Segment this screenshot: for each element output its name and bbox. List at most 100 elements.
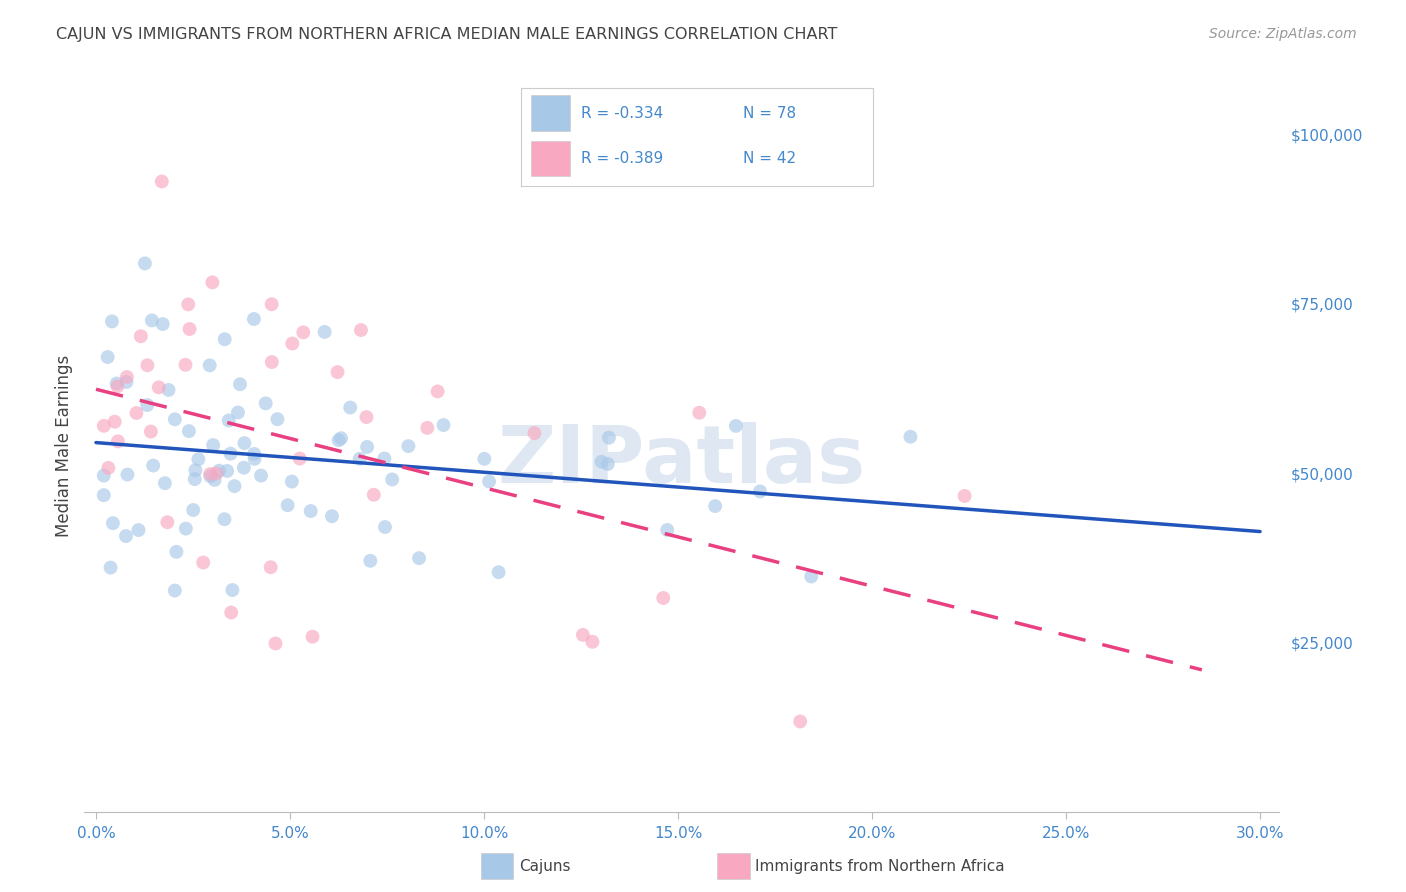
Point	[115, 375, 138, 389]
Point	[472, 451, 495, 466]
Point	[301, 630, 323, 644]
Point	[177, 297, 200, 311]
Point	[724, 418, 747, 433]
Point	[572, 628, 595, 642]
Point	[243, 451, 266, 466]
Point	[127, 523, 149, 537]
FancyBboxPatch shape	[717, 854, 749, 879]
Point	[97, 350, 120, 364]
Point	[183, 472, 205, 486]
Point	[201, 276, 224, 290]
Point	[105, 376, 128, 391]
Point	[134, 256, 156, 270]
Point	[396, 439, 419, 453]
Point	[652, 591, 675, 605]
Point	[181, 503, 204, 517]
Point	[260, 560, 283, 574]
Point	[208, 464, 231, 478]
Point	[432, 418, 454, 433]
Point	[704, 499, 727, 513]
Point	[281, 475, 304, 489]
Point	[125, 406, 148, 420]
Point	[260, 355, 283, 369]
Point	[299, 504, 322, 518]
Point	[288, 451, 311, 466]
Point	[243, 312, 266, 326]
Point	[141, 313, 163, 327]
Point	[221, 582, 243, 597]
Point	[373, 451, 395, 466]
Point	[205, 467, 228, 481]
Point	[198, 467, 221, 481]
Point	[226, 405, 249, 419]
Point	[100, 560, 122, 574]
Point	[97, 461, 120, 475]
Point	[163, 583, 186, 598]
Point	[374, 520, 396, 534]
Point	[148, 380, 170, 394]
Point	[217, 464, 239, 478]
Point	[330, 431, 353, 445]
Point	[749, 484, 772, 499]
Point	[187, 452, 209, 467]
Point	[243, 447, 266, 461]
Point	[107, 434, 129, 449]
Point	[129, 329, 152, 343]
Point	[789, 714, 811, 729]
Point	[356, 410, 378, 425]
Point	[350, 323, 373, 337]
Point	[179, 322, 201, 336]
Point	[356, 440, 378, 454]
Point	[281, 336, 304, 351]
Point	[202, 438, 225, 452]
Point	[150, 174, 173, 188]
Point	[657, 523, 679, 537]
Point	[165, 545, 187, 559]
Point	[163, 412, 186, 426]
Text: CAJUN VS IMMIGRANTS FROM NORTHERN AFRICA MEDIAN MALE EARNINGS CORRELATION CHART: CAJUN VS IMMIGRANTS FROM NORTHERN AFRICA…	[56, 27, 838, 42]
Point	[174, 522, 197, 536]
FancyBboxPatch shape	[481, 854, 513, 879]
Point	[200, 469, 222, 483]
Point	[800, 569, 823, 583]
Point	[204, 473, 226, 487]
Point	[233, 436, 256, 450]
Point	[101, 314, 124, 328]
Point	[277, 498, 299, 512]
Point	[266, 412, 288, 426]
Point	[93, 488, 115, 502]
Point	[107, 379, 129, 393]
Point	[117, 467, 139, 482]
Point	[229, 377, 252, 392]
Point	[115, 529, 138, 543]
Point	[139, 425, 162, 439]
Point	[136, 359, 159, 373]
Point	[101, 516, 124, 531]
Point	[193, 556, 215, 570]
Y-axis label: Median Male Earnings: Median Male Earnings	[55, 355, 73, 537]
Point	[359, 554, 381, 568]
Point	[184, 463, 207, 477]
Point	[488, 565, 510, 579]
Point	[250, 468, 273, 483]
Point	[115, 370, 138, 384]
Text: Cajuns: Cajuns	[519, 859, 571, 873]
Point	[232, 460, 254, 475]
Point	[156, 515, 179, 529]
Text: ZIPatlas: ZIPatlas	[498, 422, 866, 500]
Point	[523, 426, 546, 441]
Point	[219, 447, 242, 461]
Point	[314, 325, 336, 339]
Point	[328, 433, 350, 447]
Point	[93, 468, 115, 483]
Point	[349, 451, 371, 466]
Point	[104, 415, 127, 429]
Point	[214, 332, 236, 346]
Point	[900, 430, 922, 444]
Point	[598, 431, 620, 445]
Point	[363, 488, 385, 502]
Point	[157, 383, 180, 397]
Point	[142, 458, 165, 473]
Point	[326, 365, 349, 379]
Point	[688, 406, 710, 420]
